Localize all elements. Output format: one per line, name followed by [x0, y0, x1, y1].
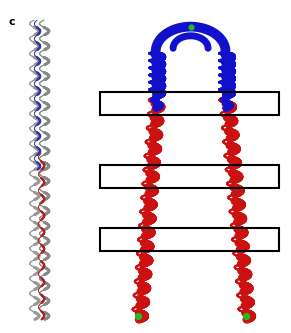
Point	[188, 24, 193, 29]
Bar	[100, 165, 279, 188]
Point	[244, 313, 248, 318]
Bar	[100, 92, 279, 115]
Point	[136, 313, 141, 318]
Text: c: c	[9, 17, 15, 27]
Bar	[100, 228, 279, 251]
